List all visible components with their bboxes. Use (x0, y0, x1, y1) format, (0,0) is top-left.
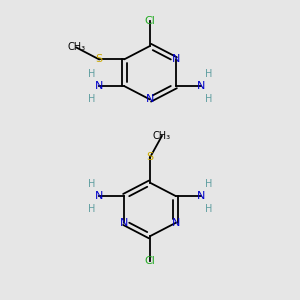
Text: N: N (197, 81, 205, 91)
Text: H: H (205, 69, 212, 79)
Text: H: H (88, 203, 95, 214)
Text: Cl: Cl (145, 256, 155, 266)
Text: CH₃: CH₃ (67, 43, 85, 52)
Text: H: H (205, 178, 212, 189)
Text: H: H (88, 94, 95, 103)
Text: H: H (205, 203, 212, 214)
Text: N: N (95, 81, 103, 91)
Text: N: N (172, 218, 180, 228)
Text: N: N (197, 191, 205, 201)
Text: H: H (88, 69, 95, 79)
Text: H: H (205, 94, 212, 103)
Text: Cl: Cl (145, 16, 155, 26)
Text: N: N (146, 94, 154, 104)
Text: H: H (88, 178, 95, 189)
Text: S: S (95, 54, 103, 64)
Text: CH₃: CH₃ (153, 131, 171, 141)
Text: S: S (146, 152, 154, 162)
Text: N: N (172, 54, 180, 64)
Text: N: N (120, 218, 128, 228)
Text: N: N (95, 191, 103, 201)
